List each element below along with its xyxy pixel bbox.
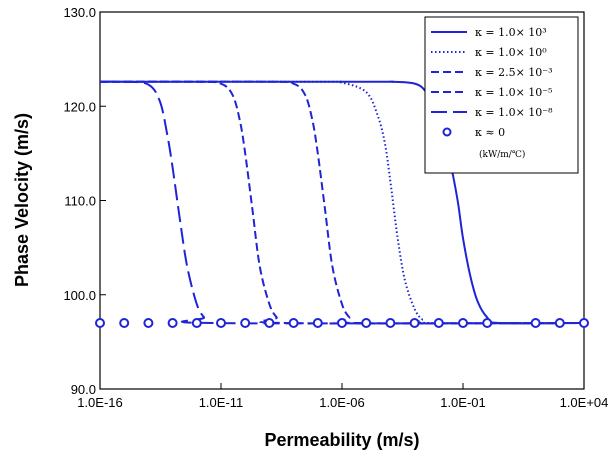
legend-label: κ = 2.5× 10⁻³ [475, 66, 553, 79]
x-tick-label: 1.0E+04 [560, 395, 609, 410]
data-point-kappa-zero [530, 318, 541, 329]
y-axis-title: Phase Velocity (m/s) [12, 113, 32, 287]
x-tick-label: 1.0E-01 [440, 395, 486, 410]
y-tick-label: 120.0 [63, 99, 96, 114]
data-point-kappa-zero [579, 318, 589, 329]
data-point-kappa-zero [458, 318, 468, 329]
data-point-kappa-zero [482, 318, 493, 329]
data-point-kappa-zero [554, 318, 565, 329]
series-line-3 [99, 80, 585, 325]
x-tick-label: 1.0E-06 [319, 395, 365, 410]
y-tick-label: 130.0 [63, 5, 96, 20]
data-point-kappa-zero [385, 318, 396, 329]
data-point-kappa-zero [409, 318, 420, 329]
data-point-kappa-zero [337, 318, 347, 329]
legend-label: κ = 1.0× 10³ [475, 26, 547, 39]
legend-label: κ = 1.0× 10⁰ [475, 46, 547, 59]
y-tick-label: 100.0 [63, 288, 96, 303]
x-axis-title: Permeability (m/s) [264, 430, 419, 450]
legend-label: κ = 1.0× 10⁻⁸ [475, 106, 553, 119]
data-point-kappa-zero [216, 318, 226, 329]
data-point-kappa-zero [119, 318, 130, 329]
legend: κ = 1.0× 10³ κ = 1.0× 10⁰ κ = 2.5× 10⁻³ κ =… [424, 16, 579, 174]
data-point-kappa-zero [143, 318, 154, 329]
data-point-kappa-zero [361, 318, 372, 329]
y-axis: 90.0 100.0 110.0 120.0 130.0 [63, 5, 106, 397]
y-tick-label: 110.0 [64, 194, 96, 209]
series-line-4 [99, 80, 585, 325]
legend-label: κ ≈ 0 [475, 126, 505, 139]
data-point-kappa-zero [240, 318, 251, 329]
data-point-kappa-zero [191, 318, 202, 329]
legend-box [424, 16, 579, 174]
legend-swatch [442, 127, 452, 137]
x-tick-label: 1.0E-11 [199, 395, 244, 410]
y-tick-label: 90.0 [71, 382, 96, 397]
data-point-kappa-zero [433, 318, 444, 329]
data-point-kappa-zero [312, 318, 323, 329]
series-line-1 [99, 80, 585, 325]
x-tick-label: 1.0E-16 [77, 395, 123, 410]
data-point-kappa-zero [288, 318, 299, 329]
legend-label: κ = 1.0× 10⁻⁵ [475, 86, 553, 99]
x-axis: 1.0E-16 1.0E-11 1.0E-06 1.0E-01 1.0E+04 [77, 383, 608, 410]
series-layer [95, 80, 589, 329]
legend-unit: (kW/m/℃) [479, 149, 525, 160]
data-point-kappa-zero [264, 318, 275, 329]
data-point-kappa-zero [167, 318, 178, 329]
data-point-kappa-zero [95, 318, 105, 329]
